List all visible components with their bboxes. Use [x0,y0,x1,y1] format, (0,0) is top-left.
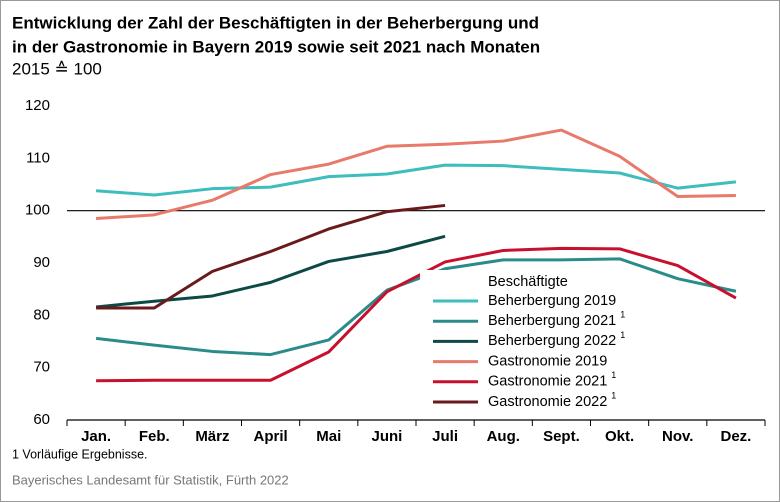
legend-label: Beherbergung 2021 [488,313,616,329]
y-tick-label: 110 [26,149,50,166]
x-tick-label: April [253,428,287,445]
y-tick-label: 120 [25,97,50,114]
legend-label: Gastronomie 2021 [488,374,607,390]
legend-label: Beherbergung 2022 [488,333,616,349]
x-tick-label: Jan. [81,428,111,445]
series-line [95,257,737,357]
chart-title: in der Gastronomie in Bayern 2019 sowie … [12,37,540,56]
y-tick-label: 80 [33,306,50,323]
x-tick-label: Juni [371,428,402,445]
y-tick-label: 100 [25,202,50,219]
x-tick-label: Juli [432,428,458,445]
x-tick-label: Mai [316,428,341,445]
footnote: 1 Vorläufige Ergebnisse. [12,447,148,461]
legend-label: Beherbergung 2019 [488,293,616,309]
series-line [95,163,737,197]
x-tick-label: Okt. [605,428,634,445]
series-line [96,246,737,383]
chart-subtitle: 2015 ≙ 100 [12,59,102,78]
chart-title: Entwicklung der Zahl der Beschäftigten i… [12,13,539,32]
series-line [95,234,446,309]
y-tick-label: 60 [33,411,50,428]
x-tick-label: Nov. [662,428,693,445]
x-tick-label: Feb. [139,428,170,445]
legend-label: Gastronomie 2022 [488,394,607,410]
legend-label: Gastronomie 2019 [488,353,607,369]
series-line [96,203,446,310]
x-tick-label: Aug. [487,428,520,445]
legend-footnote-ref: 1 [620,310,625,320]
x-tick-label: März [195,428,229,445]
x-tick-label: Sept. [543,428,580,445]
y-tick-label: 70 [33,359,50,376]
legend-footnote-ref: 1 [611,390,616,400]
x-tick-label: Dez. [720,428,751,445]
legend-footnote-ref: 1 [611,370,616,380]
legend-footnote-ref: 1 [620,330,625,340]
series-line [95,128,736,221]
source: Bayerisches Landesamt für Statistik, Für… [12,472,289,487]
legend-title: Beschäftigte [488,274,568,290]
y-tick-label: 90 [33,254,50,271]
